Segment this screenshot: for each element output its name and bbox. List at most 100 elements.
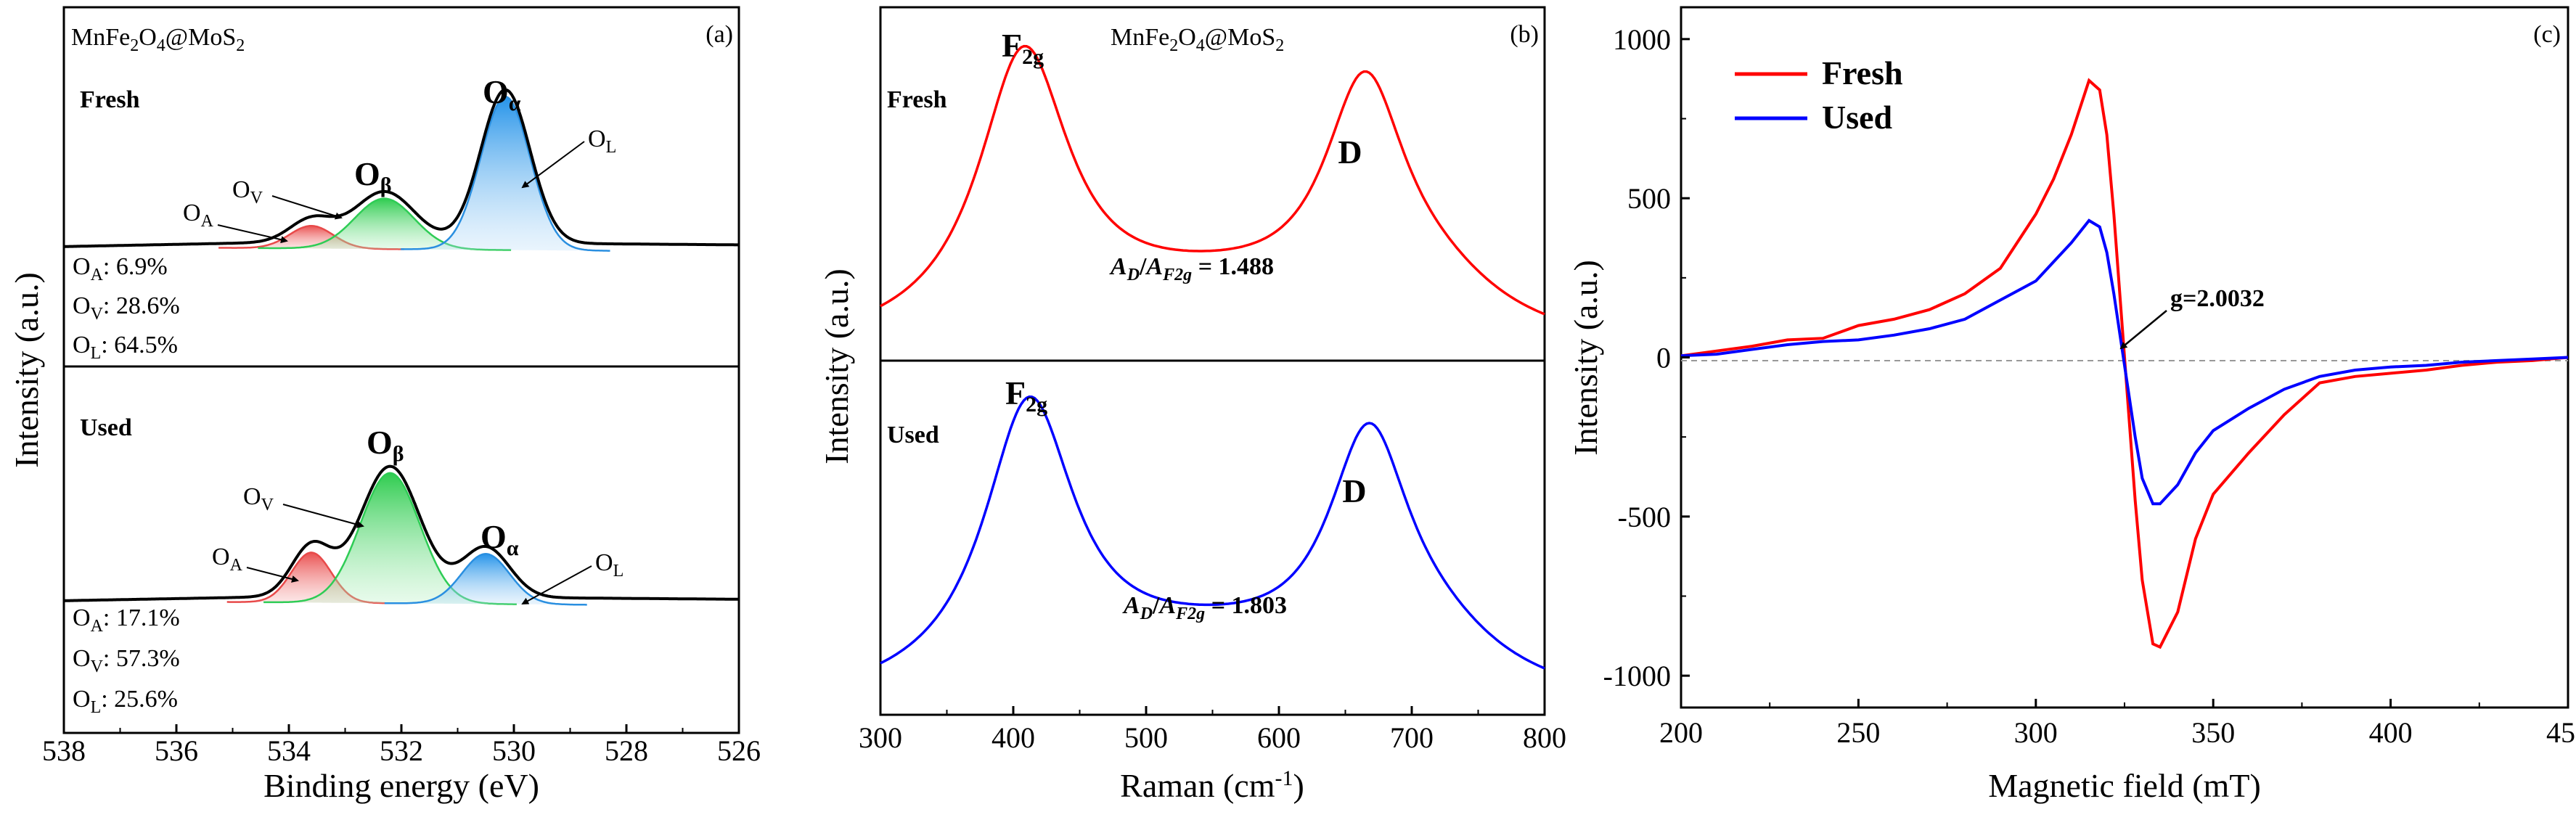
c-xtick-label: 250 <box>1836 716 1880 749</box>
c-legend-fresh-label: Fresh <box>1822 54 1903 91</box>
a-xtick-label: 532 <box>380 734 423 767</box>
svg-text:MnFe2O4@MoS2: MnFe2O4@MoS2 <box>71 24 245 55</box>
c-xtick-label: 300 <box>2014 716 2058 749</box>
svg-text:OA: OA <box>212 544 243 575</box>
panel-b: MnFe2O4@MoS2 (b) Fresh Used F2g D F2g D … <box>818 6 1566 804</box>
a-used-percentages: OA: 17.1% OV: 57.3% OL: 25.6% <box>73 604 180 717</box>
c-xlabel: Magnetic field (mT) <box>1988 767 2261 804</box>
a-used-ov-arrow <box>282 504 364 528</box>
svg-text:Oα: Oα <box>481 518 519 560</box>
b-panel-label: (b) <box>1510 21 1539 48</box>
a-used-oalpha: O <box>481 518 507 555</box>
a-used-label: Used <box>80 414 132 441</box>
svg-text:Raman (cm-1): Raman (cm-1) <box>1120 766 1304 804</box>
a-used-components <box>64 464 739 606</box>
svg-text:OL: 64.5%: OL: 64.5% <box>73 332 178 363</box>
b-fresh-ratio: A <box>1109 253 1127 280</box>
b-used-ratio: A <box>1122 592 1140 619</box>
a-fresh-ol: O <box>588 126 606 152</box>
b-used-f2g-label: F <box>1005 374 1026 411</box>
a-used-oa-arrow <box>246 567 299 583</box>
a-fresh-oalpha: O <box>483 73 509 110</box>
a-component-fresh-ov <box>258 198 512 250</box>
b-xtick-label: 600 <box>1257 721 1301 754</box>
c-ytick-label: 500 <box>1627 182 1671 215</box>
a-fresh-label: Fresh <box>80 86 140 113</box>
a-xtick-label: 526 <box>717 734 761 767</box>
a-xtick-label: 538 <box>42 734 86 767</box>
a-xtick-label: 528 <box>605 734 648 767</box>
svg-text:OA: 6.9%: OA: 6.9% <box>73 253 168 284</box>
a-component-line-used-ol <box>384 553 587 606</box>
a-x-ticks: 538 536 534 532 530 528 526 <box>42 724 761 767</box>
c-legend: Fresh Used <box>1735 54 1903 136</box>
svg-text:OV: 28.6%: OV: 28.6% <box>73 292 180 324</box>
c-used-series <box>1680 218 2569 506</box>
panel-c: Fresh Used (c) g=2.0032 200 250 300 350 400 4… <box>1567 6 2576 804</box>
svg-text:OA: 17.1%: OA: 17.1% <box>73 604 180 636</box>
b-fresh-label: Fresh <box>887 86 947 113</box>
a-used-ol-arrow <box>521 565 592 604</box>
c-ytick-label: -500 <box>1618 501 1671 533</box>
b-used-d-label: D <box>1342 472 1366 509</box>
a-used-oa: O <box>212 544 230 570</box>
b-xtick-label: 800 <box>1523 721 1566 754</box>
a-fresh-oa-arrow <box>217 224 288 244</box>
svg-text:F2g: F2g <box>1002 27 1044 69</box>
b-xtick-label: 500 <box>1124 721 1168 754</box>
c-ytick-label: 0 <box>1656 342 1671 374</box>
b-x-ticks: 300 400 500 600 700 800 <box>859 706 1566 754</box>
c-legend-used-label: Used <box>1822 99 1893 136</box>
a-component-used-ol <box>384 554 587 605</box>
a-envelope-used <box>64 464 739 602</box>
a-ylabel: Intensity (a.u.) <box>8 272 45 468</box>
a-envelope-fresh <box>64 88 739 248</box>
a-component-used-ov <box>263 472 517 604</box>
svg-text:MnFe2O4@MoS2: MnFe2O4@MoS2 <box>1111 24 1284 55</box>
c-xtick-label: 400 <box>2369 716 2413 749</box>
c-ytick-label: -1000 <box>1603 660 1671 692</box>
a-used-ol: O <box>595 549 613 576</box>
svg-text:OV: 57.3%: OV: 57.3% <box>73 645 180 676</box>
b-xlabel: Raman (cm <box>1120 767 1275 804</box>
b-fresh-series <box>880 44 1545 316</box>
c-ylabel: Intensity (a.u.) <box>1567 260 1604 456</box>
a-used-ov: O <box>243 483 261 510</box>
a-used-obeta: O <box>367 424 393 461</box>
svg-text:OV: OV <box>232 176 263 208</box>
c-y-ticks: -1000 -500 0 500 1000 <box>1603 23 1690 692</box>
b-xtick-label: 300 <box>859 721 902 754</box>
svg-text:Oα: Oα <box>483 73 521 115</box>
a-fresh-percentages: OA: 6.9% OV: 28.6% OL: 64.5% <box>73 253 180 363</box>
a-component-fresh-ol <box>401 97 610 251</box>
a-fresh-ov: O <box>232 176 250 203</box>
c-ytick-label: 1000 <box>1613 23 1671 56</box>
c-x-ticks: 200 250 300 350 400 450 <box>1659 699 2576 749</box>
a-fresh-components <box>64 88 739 252</box>
a-xtick-label: 530 <box>492 734 536 767</box>
a-fresh-ov-arrow <box>271 195 343 220</box>
a-fresh-ol-arrow <box>521 141 585 189</box>
b-ylabel: Intensity (a.u.) <box>818 268 855 464</box>
b-fresh-d-label: D <box>1338 134 1362 171</box>
svg-text:OL: OL <box>588 126 616 157</box>
c-xtick-label: 200 <box>1659 716 1703 749</box>
c-xtick-label: 350 <box>2191 716 2235 749</box>
a-fresh-obeta: O <box>354 155 380 192</box>
a-component-line-fresh-ol <box>401 96 610 252</box>
svg-text:OA: OA <box>183 200 214 231</box>
c-panel-label: (c) <box>2533 21 2561 48</box>
b-fresh-f2g-label: F <box>1002 27 1022 64</box>
a-xtick-label: 536 <box>155 734 198 767</box>
c-xtick-label: 450 <box>2546 716 2576 749</box>
b-used-label: Used <box>887 422 939 448</box>
b-xtick-label: 400 <box>991 721 1035 754</box>
a-component-fresh-oa <box>218 226 404 250</box>
svg-text:OL: 25.6%: OL: 25.6% <box>73 686 178 717</box>
a-xtick-label: 534 <box>267 734 311 767</box>
b-used-series <box>880 395 1545 670</box>
svg-text:OL: OL <box>595 549 623 581</box>
svg-text:Oβ: Oβ <box>367 424 404 466</box>
svg-text:OV: OV <box>243 483 274 514</box>
